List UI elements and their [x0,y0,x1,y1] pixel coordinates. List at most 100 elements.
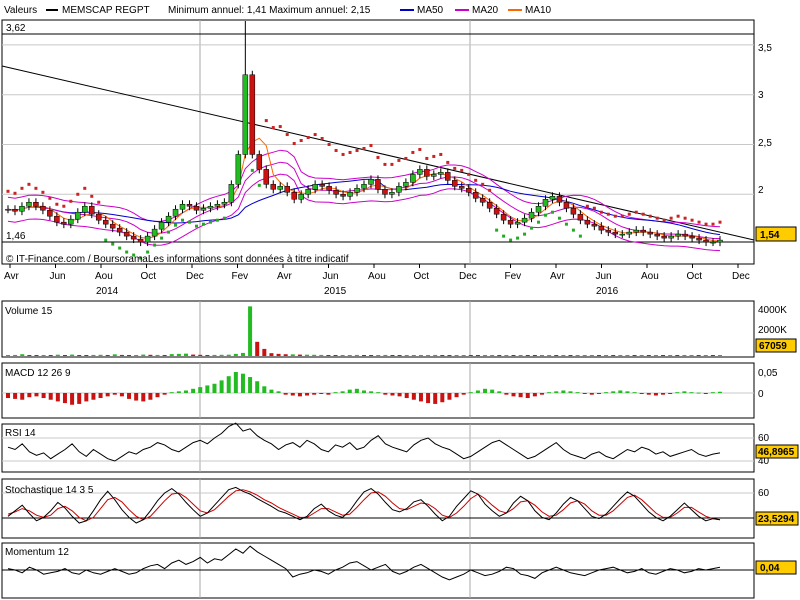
macd-bar [283,393,288,395]
macd-bar [433,393,438,404]
macd-bar [255,381,260,393]
candle-body [556,196,563,203]
sar-dot [201,222,205,226]
volume-last-value: 67059 [759,341,787,352]
volume-bar [561,355,566,356]
sar-dot [160,236,164,240]
macd-bar [490,389,495,393]
candle-body [577,213,584,221]
macd-bar [62,393,67,404]
volume-bar [532,355,537,356]
ticker-label: MEMSCAP REGPT [62,5,150,16]
macd-bar [297,393,302,397]
candle-body [563,202,570,209]
sar-dot [264,119,268,123]
macd-bar [112,393,117,395]
candlesticks [5,20,723,247]
sar-dot [474,178,478,182]
macd-bar [561,390,566,393]
candle-body [242,74,249,155]
volume-bar [127,355,132,356]
volume-bar [169,354,174,356]
month-label: Jun [50,271,66,282]
macd-bar [369,391,374,393]
macd-bar [718,391,722,393]
volume-bar [27,355,32,356]
sar-dot [383,162,387,166]
candle-body [689,235,695,239]
sar-dot [146,250,150,254]
month-label: Aou [95,271,113,282]
volume-label: Volume 15 [5,306,53,317]
sar-dot [571,228,575,232]
macd-bar [611,391,616,393]
max-label: 3,62 [6,23,26,34]
macd-bar [426,393,431,404]
macd-bar [397,393,402,397]
sar-dot [550,210,554,214]
volume-bar [34,355,39,356]
volume-bar [340,355,345,356]
sar-dot [90,194,94,198]
macd-bar [525,393,530,399]
sar-dot [530,226,534,230]
candle-body [640,229,646,233]
rsi-value-box [755,444,799,459]
candle-body [109,223,116,229]
source-note: © IT-Finance.com / BoursoramaLes informa… [6,254,349,265]
volume-bar [226,354,231,356]
candle-body [696,237,702,241]
candle-body [102,219,109,225]
volume-bar [176,353,181,356]
macd-bar [589,393,594,395]
momentum-line [7,545,721,581]
date-axis: Avr Jun Aou Oct Dec Fev Avr Jun Aou Oct Dec Fev Avr J… [4,264,750,282]
field-label: Valeurs [4,5,37,16]
month-label: Oct [414,271,430,282]
sar-dot [41,190,45,194]
candle-body [61,221,67,225]
sar-dot [27,182,31,186]
volume-bar [162,355,167,356]
macd-bar [205,385,210,393]
sar-dot [167,230,171,234]
sar-dot [62,204,66,208]
price-y-tick: 3,5 [758,43,772,54]
candle-body [347,192,353,197]
volume-bar [483,355,488,356]
sar-dot [564,222,568,226]
year-axis: 2014 2015 2016 [96,286,619,297]
candle-body [591,223,598,227]
sar-dot [599,210,603,214]
month-label: Jun [323,271,339,282]
sar-dot [655,216,659,220]
volume-bar [212,354,217,356]
macd-bar [240,373,245,393]
candle-body [186,203,193,207]
volume-bar [233,353,238,356]
month-label: Oct [141,271,157,282]
volume-bar [276,353,281,356]
volume-bar [347,355,352,356]
macd-bar [682,391,687,393]
macd-bar [134,393,139,401]
candle-body [451,180,458,187]
sar-dot [139,256,143,260]
sar-dot [48,196,52,200]
sar-dot [153,243,157,247]
macd-bar [625,391,630,393]
volume-bar [682,355,687,356]
macd-bar [340,391,345,393]
volume-bar [191,354,196,356]
volume-bar [703,355,708,356]
macd-bar [568,391,573,393]
volume-bar [718,355,722,356]
candle-body [40,205,46,211]
candle-body [12,208,18,212]
price-y-tick: 3 [758,90,764,101]
sar-dot [76,192,80,196]
volume-bar [575,355,580,356]
rsi-y-tick: 60 [758,433,770,444]
volume-bar [404,355,409,356]
macd-bar [618,390,623,393]
